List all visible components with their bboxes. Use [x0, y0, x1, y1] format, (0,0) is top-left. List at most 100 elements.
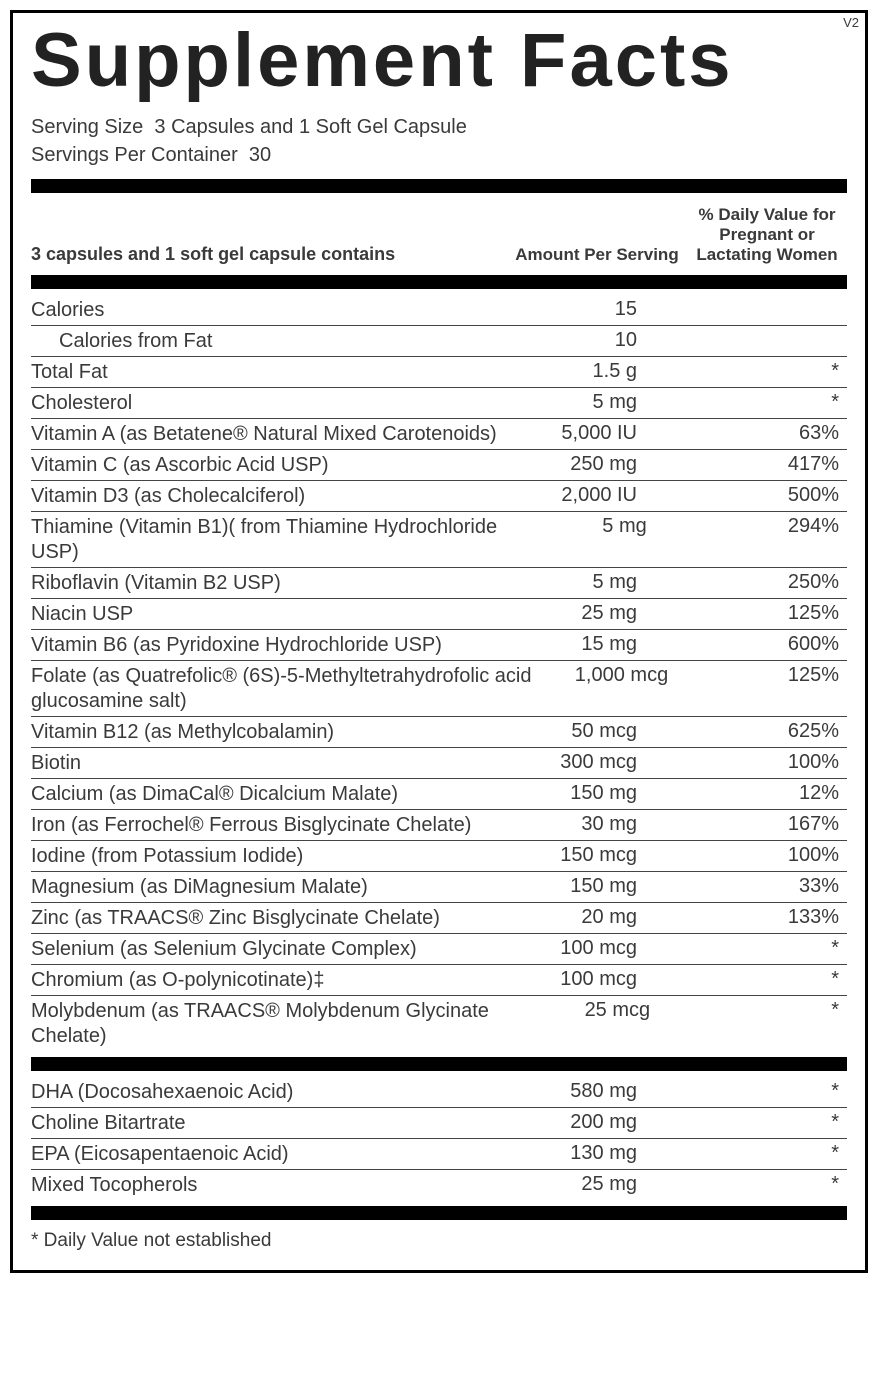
footnote: * Daily Value not established [31, 1226, 847, 1252]
nutrient-amount: 5,000 IU [507, 422, 687, 445]
nutrient-dv: 294% [697, 515, 847, 538]
nutrient-dv: 63% [687, 422, 847, 445]
nutrient-dv: * [687, 360, 847, 383]
nutrient-name: Mixed Tocopherols [31, 1173, 507, 1198]
nutrient-dv: * [687, 968, 847, 991]
nutrient-row: Vitamin D3 (as Cholecalciferol)2,000 IU5… [31, 480, 847, 511]
nutrient-amount: 1,000 mcg [565, 664, 718, 687]
nutrient-row: Vitamin B6 (as Pyridoxine Hydrochloride … [31, 629, 847, 660]
nutrient-name: Selenium (as Selenium Glycinate Complex) [31, 937, 507, 962]
nutrient-name: Chromium (as O-polynicotinate)‡ [31, 968, 507, 993]
nutrient-dv: 167% [687, 813, 847, 836]
nutrient-dv: * [687, 1142, 847, 1165]
nutrient-row: Niacin USP25 mg125% [31, 598, 847, 629]
nutrient-row: Folate (as Quatrefolic® (6S)-5-Methyltet… [31, 660, 847, 716]
nutrient-name: Calcium (as DimaCal® Dicalcium Malate) [31, 782, 507, 807]
nutrient-amount: 5 mg [507, 391, 687, 414]
nutrient-row: Calories15 [31, 295, 847, 325]
nutrient-row: Cholesterol5 mg* [31, 387, 847, 418]
nutrient-amount: 25 mcg [531, 999, 700, 1022]
nutrient-amount: 5 mg [525, 515, 697, 538]
nutrient-amount: 2,000 IU [507, 484, 687, 507]
nutrient-name: Thiamine (Vitamin B1)( from Thiamine Hyd… [31, 515, 525, 565]
nutrient-row: Zinc (as TRAACS® Zinc Bisglycinate Chela… [31, 902, 847, 933]
nutrient-row: Chromium (as O-polynicotinate)‡100 mcg* [31, 964, 847, 995]
nutrient-row: EPA (Eicosapentaenoic Acid)130 mg* [31, 1138, 847, 1169]
nutrient-amount: 250 mg [507, 453, 687, 476]
nutrient-dv: * [687, 937, 847, 960]
nutrient-amount: 10 [507, 329, 687, 352]
nutrient-amount: 150 mcg [507, 844, 687, 867]
nutrient-dv: 625% [687, 720, 847, 743]
nutrient-section-1: Calories15Calories from Fat10Total Fat1.… [31, 295, 847, 1051]
version-label: V2 [843, 15, 859, 30]
servings-per-container-label: Servings Per Container [31, 144, 238, 166]
nutrient-row: Vitamin C (as Ascorbic Acid USP)250 mg41… [31, 449, 847, 480]
nutrient-dv: 133% [687, 906, 847, 929]
nutrient-dv: * [700, 999, 847, 1022]
column-header-row: 3 capsules and 1 soft gel capsule contai… [31, 199, 847, 269]
nutrient-name: Vitamin D3 (as Cholecalciferol) [31, 484, 507, 509]
divider-bar [31, 275, 847, 289]
nutrient-row: Calories from Fat10 [31, 325, 847, 356]
nutrient-name: Vitamin A (as Betatene® Natural Mixed Ca… [31, 422, 507, 447]
nutrient-amount: 1.5 g [507, 360, 687, 383]
col-header-amount: Amount Per Serving [507, 245, 687, 265]
nutrient-row: Vitamin A (as Betatene® Natural Mixed Ca… [31, 418, 847, 449]
nutrient-dv: 100% [687, 751, 847, 774]
nutrient-row: Magnesium (as DiMagnesium Malate)150 mg3… [31, 871, 847, 902]
col-header-name: 3 capsules and 1 soft gel capsule contai… [31, 244, 507, 265]
nutrient-name: Riboflavin (Vitamin B2 USP) [31, 571, 507, 596]
supplement-facts-panel: V2 Supplement Facts Serving Size 3 Capsu… [10, 10, 868, 1273]
nutrient-dv: 12% [687, 782, 847, 805]
nutrient-dv: 417% [687, 453, 847, 476]
nutrient-row: Biotin300 mcg100% [31, 747, 847, 778]
nutrient-row: Thiamine (Vitamin B1)( from Thiamine Hyd… [31, 511, 847, 567]
nutrient-amount: 30 mg [507, 813, 687, 836]
nutrient-amount: 20 mg [507, 906, 687, 929]
nutrient-amount: 580 mg [507, 1080, 687, 1103]
nutrient-dv: 100% [687, 844, 847, 867]
nutrient-amount: 50 mcg [507, 720, 687, 743]
nutrient-name: Vitamin B6 (as Pyridoxine Hydrochloride … [31, 633, 507, 658]
nutrient-dv: * [687, 1111, 847, 1134]
nutrient-amount: 15 mg [507, 633, 687, 656]
nutrient-amount: 150 mg [507, 782, 687, 805]
nutrient-amount: 130 mg [507, 1142, 687, 1165]
nutrient-amount: 15 [507, 298, 687, 321]
nutrient-name: Iron (as Ferrochel® Ferrous Bisglycinate… [31, 813, 507, 838]
nutrient-amount: 300 mcg [507, 751, 687, 774]
nutrient-amount: 100 mcg [507, 968, 687, 991]
panel-title: Supplement Facts [31, 23, 847, 99]
nutrient-row: Mixed Tocopherols25 mg* [31, 1169, 847, 1200]
nutrient-amount: 25 mg [507, 602, 687, 625]
nutrient-name: Vitamin B12 (as Methylcobalamin) [31, 720, 507, 745]
nutrient-row: Iron (as Ferrochel® Ferrous Bisglycinate… [31, 809, 847, 840]
servings-per-container-value: 30 [249, 144, 271, 166]
nutrient-name: Biotin [31, 751, 507, 776]
nutrient-dv: 500% [687, 484, 847, 507]
nutrient-row: Calcium (as DimaCal® Dicalcium Malate)15… [31, 778, 847, 809]
nutrient-name: Cholesterol [31, 391, 507, 416]
serving-size-value: 3 Capsules and 1 Soft Gel Capsule [154, 116, 466, 138]
nutrient-name: Choline Bitartrate [31, 1111, 507, 1136]
nutrient-amount: 100 mcg [507, 937, 687, 960]
nutrient-name: Calories from Fat [31, 329, 507, 354]
nutrient-amount: 5 mg [507, 571, 687, 594]
nutrient-name: EPA (Eicosapentaenoic Acid) [31, 1142, 507, 1167]
nutrient-dv: 125% [718, 664, 847, 687]
serving-size-line: Serving Size 3 Capsules and 1 Soft Gel C… [31, 113, 847, 141]
nutrient-name: Folate (as Quatrefolic® (6S)-5-Methyltet… [31, 664, 565, 714]
nutrient-row: Total Fat1.5 g* [31, 356, 847, 387]
nutrient-dv: 600% [687, 633, 847, 656]
nutrient-row: Iodine (from Potassium Iodide)150 mcg100… [31, 840, 847, 871]
nutrient-row: Molybdenum (as TRAACS® Molybdenum Glycin… [31, 995, 847, 1051]
nutrient-name: Niacin USP [31, 602, 507, 627]
nutrient-name: Molybdenum (as TRAACS® Molybdenum Glycin… [31, 999, 531, 1049]
nutrient-row: DHA (Docosahexaenoic Acid)580 mg* [31, 1077, 847, 1107]
nutrient-name: Calories [31, 298, 507, 323]
nutrient-dv: * [687, 1173, 847, 1196]
nutrient-amount: 150 mg [507, 875, 687, 898]
nutrient-amount: 25 mg [507, 1173, 687, 1196]
nutrient-amount: 200 mg [507, 1111, 687, 1134]
